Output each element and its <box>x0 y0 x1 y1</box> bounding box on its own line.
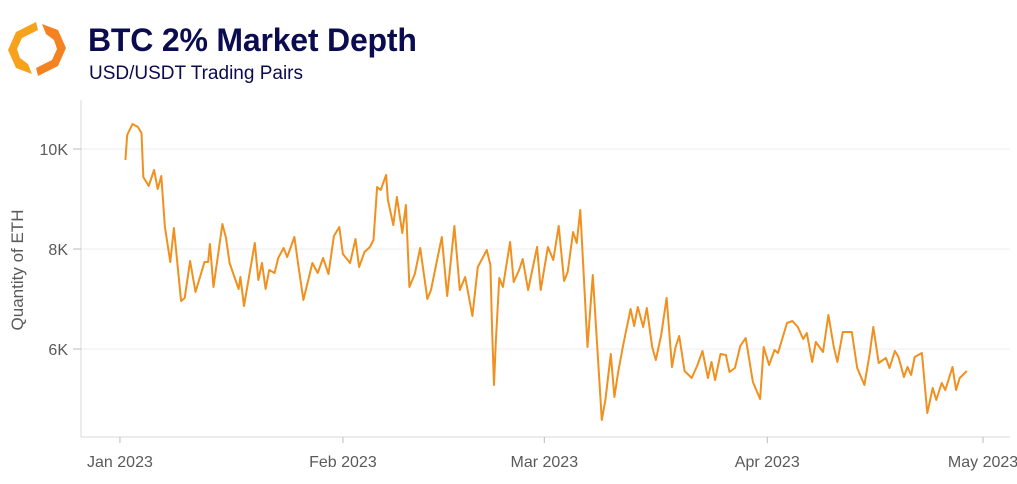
gridlines <box>81 148 1010 350</box>
y-tick-label: 8K <box>48 242 68 259</box>
x-tick-label: Apr 2023 <box>735 454 800 471</box>
logo-right-bracket <box>36 24 66 76</box>
y-tick-label: 6K <box>48 342 68 359</box>
x-tick-label: Mar 2023 <box>511 454 579 471</box>
chart-subtitle: USD/USDT Trading Pairs <box>89 63 303 84</box>
chart-title: BTC 2% Market Depth <box>88 22 417 58</box>
logo-icon <box>8 22 66 76</box>
x-tick-label: May 2023 <box>948 454 1017 471</box>
logo-left-bracket <box>8 22 38 74</box>
series-line <box>124 123 968 421</box>
y-axis-title: Quantity of ETH <box>8 210 27 331</box>
y-axis-ticks: 6K 8K 10K <box>40 142 81 359</box>
x-axis-ticks: Jan 2023 Feb 2023 Mar 2023 Apr 2023 May 2023 <box>87 437 1017 471</box>
x-tick-label: Feb 2023 <box>309 454 377 471</box>
x-tick-label: Jan 2023 <box>87 454 153 471</box>
y-tick-label: 10K <box>40 142 69 159</box>
